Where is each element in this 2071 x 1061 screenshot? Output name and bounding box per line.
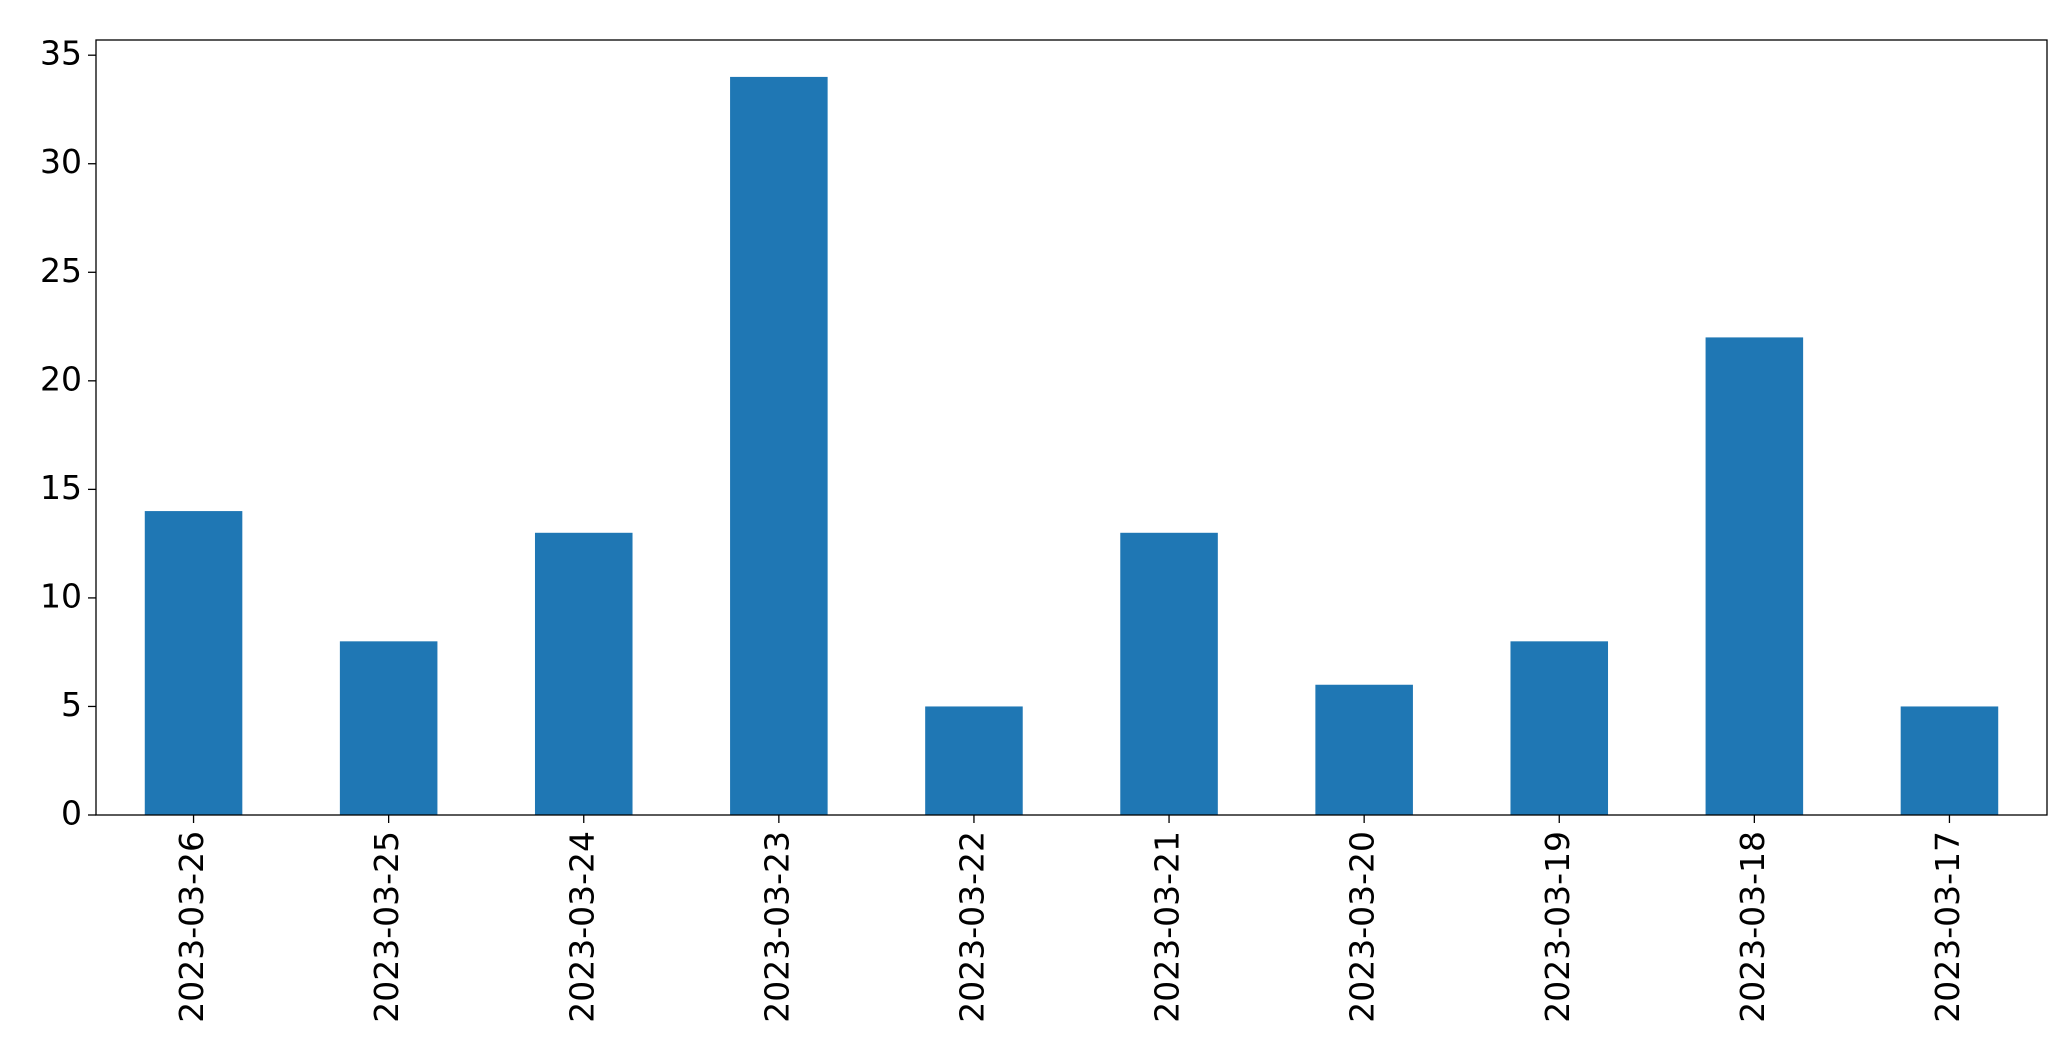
x-tick-label: 2023-03-25 bbox=[367, 831, 406, 1023]
bar bbox=[1900, 706, 1999, 815]
y-tick-label: 35 bbox=[40, 34, 82, 73]
y-tick-label: 5 bbox=[61, 685, 82, 724]
x-tick-label: 2023-03-18 bbox=[1733, 831, 1772, 1023]
y-tick-label: 0 bbox=[61, 794, 82, 833]
y-tick-label: 10 bbox=[40, 576, 82, 615]
bar bbox=[1315, 684, 1413, 815]
x-tick-label: 2023-03-24 bbox=[562, 831, 601, 1023]
x-tick-label: 2023-03-21 bbox=[1148, 831, 1187, 1023]
y-tick-label: 30 bbox=[40, 142, 82, 181]
x-tick-label: 2023-03-17 bbox=[1928, 831, 1967, 1023]
bar bbox=[1120, 532, 1218, 815]
y-tick-label: 15 bbox=[40, 468, 82, 507]
y-tick-label: 20 bbox=[40, 359, 82, 398]
x-tick-label: 2023-03-22 bbox=[952, 831, 991, 1023]
x-tick-label: 2023-03-26 bbox=[172, 831, 211, 1023]
bar bbox=[925, 706, 1023, 815]
x-tick-label: 2023-03-19 bbox=[1538, 831, 1577, 1023]
bar bbox=[1510, 641, 1609, 815]
bar bbox=[534, 532, 633, 815]
x-tick-label: 2023-03-20 bbox=[1343, 831, 1382, 1023]
y-tick-label: 25 bbox=[40, 251, 82, 290]
bar bbox=[339, 641, 438, 815]
bar bbox=[144, 511, 243, 815]
x-tick-label: 2023-03-23 bbox=[757, 831, 796, 1023]
bar bbox=[730, 76, 828, 815]
plot-frame bbox=[95, 39, 2048, 816]
bar bbox=[1705, 337, 1804, 815]
